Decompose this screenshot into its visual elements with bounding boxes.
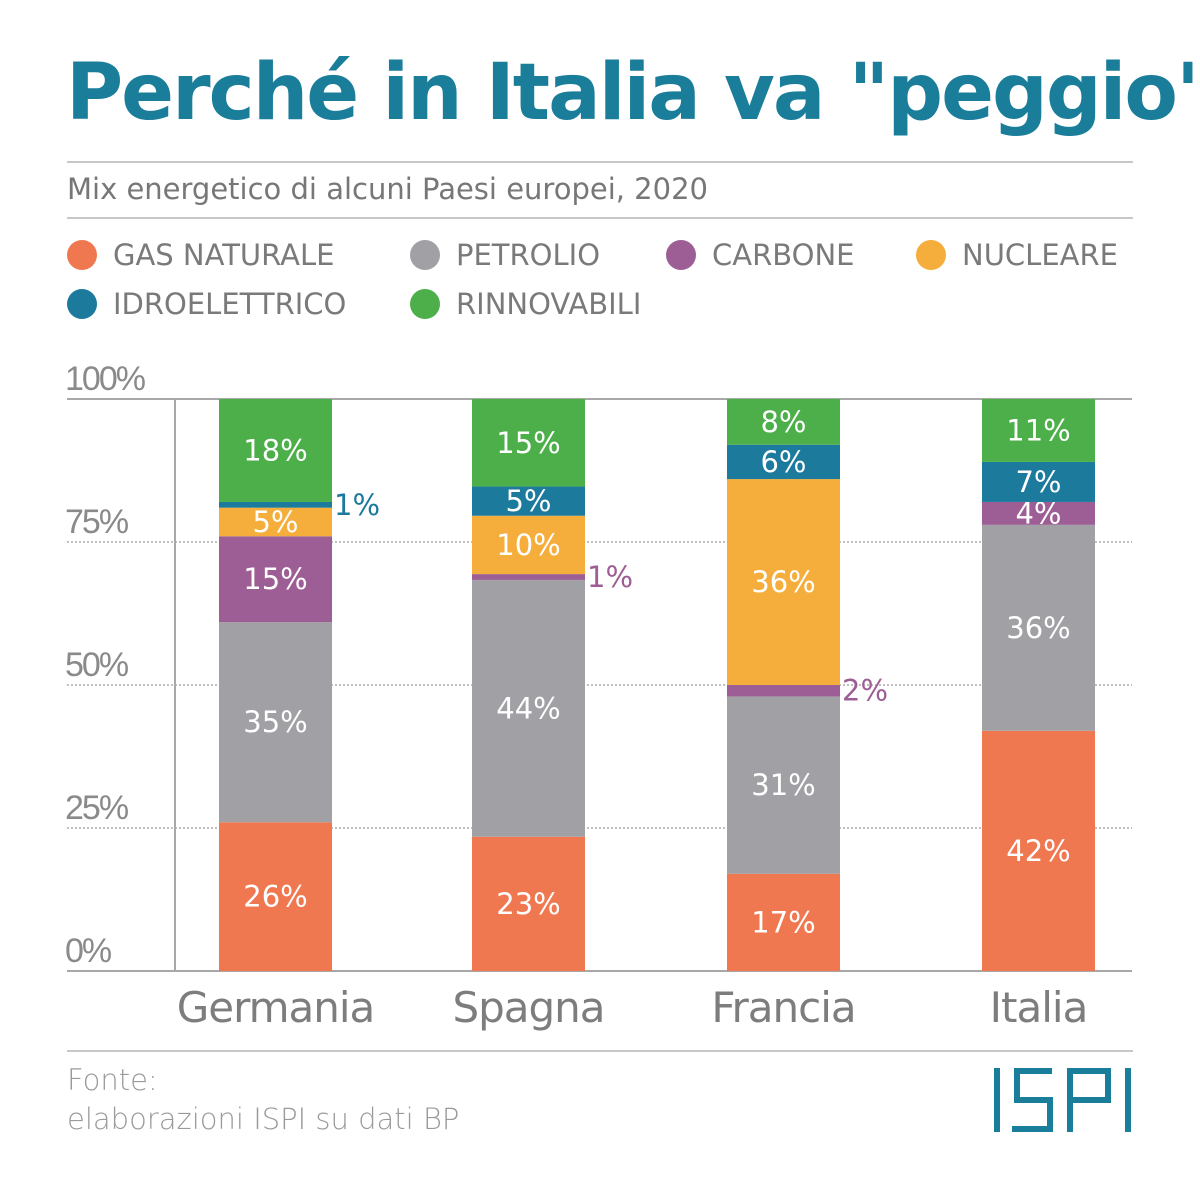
source-text: elaborazioni ISPI su dati BP: [67, 1102, 460, 1136]
data-label: 2%: [842, 674, 888, 708]
data-label: 35%: [243, 705, 307, 739]
y-tick-label: 0%: [65, 932, 112, 970]
data-label: 17%: [751, 905, 815, 939]
bar-segment: [219, 399, 332, 502]
bar-segment: [727, 399, 840, 445]
divider: [67, 217, 1133, 219]
data-label: 15%: [243, 562, 307, 596]
y-tick-label: 50%: [65, 646, 129, 684]
data-label: 5%: [505, 484, 551, 518]
legend-label: RINNOVABILI: [456, 287, 642, 321]
divider: [67, 1050, 1133, 1052]
bar-segment: [219, 501, 332, 508]
y-tick-label: 75%: [65, 503, 129, 541]
bar-segment: [982, 730, 1095, 971]
legend-dot-icon: [916, 240, 946, 270]
data-label: 31%: [751, 768, 815, 802]
data-label: 1%: [587, 560, 633, 594]
bar-segment: [219, 536, 332, 623]
data-label: 36%: [751, 565, 815, 599]
source-label: Fonte:: [67, 1063, 158, 1097]
legend-dot-icon: [410, 240, 440, 270]
legend-label: NUCLEARE: [962, 238, 1118, 272]
legend-dot-icon: [666, 240, 696, 270]
data-label: 4%: [1015, 496, 1061, 530]
bar-segment: [219, 822, 332, 971]
x-tick-label: Germania: [177, 983, 375, 1032]
data-label: 7%: [1015, 465, 1061, 499]
divider: [67, 161, 1133, 163]
legend-label: IDROELETTRICO: [113, 287, 347, 321]
data-label: 10%: [496, 528, 560, 562]
bar-segment: [727, 685, 840, 697]
y-tick-label: 100%: [65, 360, 146, 398]
bar-segment: [727, 696, 840, 874]
bar-segment: [982, 399, 1095, 462]
data-label: 1%: [334, 488, 380, 522]
bar-segment: [219, 507, 332, 537]
data-label: 5%: [252, 505, 298, 539]
data-label: 44%: [496, 691, 560, 725]
x-tick-label: Italia: [990, 983, 1088, 1032]
data-label: 8%: [760, 405, 806, 439]
data-label: 36%: [1006, 611, 1070, 645]
data-label: 18%: [243, 433, 307, 467]
x-tick-label: Spagna: [452, 983, 604, 1032]
data-label: 26%: [243, 880, 307, 914]
data-label: 23%: [496, 887, 560, 921]
bar-segment: [219, 622, 332, 823]
data-label: 42%: [1006, 834, 1070, 868]
bar-segment: [472, 399, 585, 487]
page-title: Perché in Italia va "peggio"?: [66, 48, 1200, 138]
bar-segment: [982, 524, 1095, 731]
legend-dot-icon: [67, 240, 97, 270]
bar-segment: [982, 501, 1095, 525]
data-label: 11%: [1006, 413, 1070, 447]
legend-label: PETROLIO: [456, 238, 601, 272]
legend-gas: GAS NATURALE: [67, 238, 334, 272]
bar-segment: [727, 873, 840, 971]
legend-label: CARBONE: [712, 238, 855, 272]
bar-segment: [472, 486, 585, 516]
subtitle: Mix energetico di alcuni Paesi europei, …: [67, 172, 708, 206]
legend-carbone: CARBONE: [666, 238, 854, 272]
legend-petrolio: PETROLIO: [410, 238, 600, 272]
legend-rinnovabili: RINNOVABILI: [410, 287, 641, 321]
bar-segment: [472, 579, 585, 837]
bar-segment: [727, 479, 840, 685]
bar-segment: [472, 574, 585, 580]
legend-label: GAS NATURALE: [113, 238, 335, 272]
legend-dot-icon: [410, 289, 440, 319]
legend-nucleare: NUCLEARE: [916, 238, 1118, 272]
bar-segment: [472, 515, 585, 575]
bar-segment: [727, 444, 840, 480]
data-label: 6%: [760, 445, 806, 479]
y-tick-label: 25%: [65, 789, 129, 827]
bar-segment: [472, 836, 585, 971]
x-tick-label: Francia: [711, 983, 855, 1032]
data-label: 15%: [496, 426, 560, 460]
bar-segment: [982, 461, 1095, 502]
legend-dot-icon: [67, 289, 97, 319]
legend-idroelettrico: IDROELETTRICO: [67, 287, 346, 321]
